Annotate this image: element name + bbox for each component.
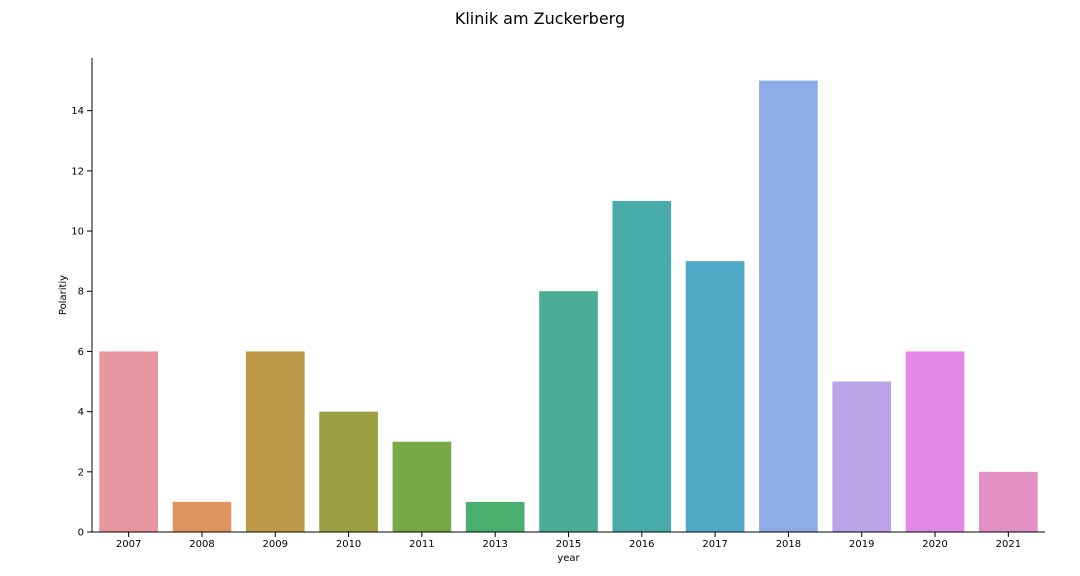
bar-2007 [99,351,158,532]
bar-2016 [612,200,672,532]
x-axis-label: year [557,553,580,564]
x-tick-label: 2008 [189,539,214,550]
bar-2009 [245,351,305,532]
x-tick-label: 2019 [849,539,874,550]
x-tick-label: 2020 [922,539,947,550]
y-tick-label: 4 [78,407,84,418]
x-tick-label: 2009 [263,539,288,550]
chart-title: Klinik am Zuckerberg [455,9,625,28]
x-tick-label: 2011 [409,539,434,550]
bar-2017 [685,261,745,532]
y-tick-label: 10 [71,227,84,238]
x-tick-label: 2007 [116,539,141,550]
bar-2018 [759,80,818,532]
x-axis-ticks: 2007 2008 2009 2010 2011 2013 2015 2016 2017 2018… [116,532,1021,550]
x-tick-label: 2017 [702,539,727,550]
bar-2020 [905,351,965,532]
bar-2015 [539,291,598,532]
bar-2008 [172,501,232,532]
bars-group [99,80,1038,532]
bar-2021 [979,471,1038,532]
x-tick-label: 2015 [556,539,581,550]
x-tick-label: 2010 [336,539,361,550]
x-tick-label: 2013 [482,539,507,550]
y-tick-label: 8 [78,287,84,298]
y-axis-label: Polaritiy [58,275,69,315]
x-tick-label: 2016 [629,539,654,550]
bar-2010 [319,411,378,532]
bar-2013 [465,501,525,532]
y-tick-label: 0 [78,528,84,539]
x-tick-label: 2018 [776,539,801,550]
bar-2019 [832,381,892,532]
bar-2011 [392,441,452,532]
y-tick-label: 14 [71,106,84,117]
y-tick-label: 6 [78,347,84,358]
y-axis-ticks: 0 2 4 6 8 10 12 14 [71,106,92,539]
y-tick-label: 2 [78,467,84,478]
x-tick-label: 2021 [996,539,1021,550]
y-tick-label: 12 [71,166,84,177]
